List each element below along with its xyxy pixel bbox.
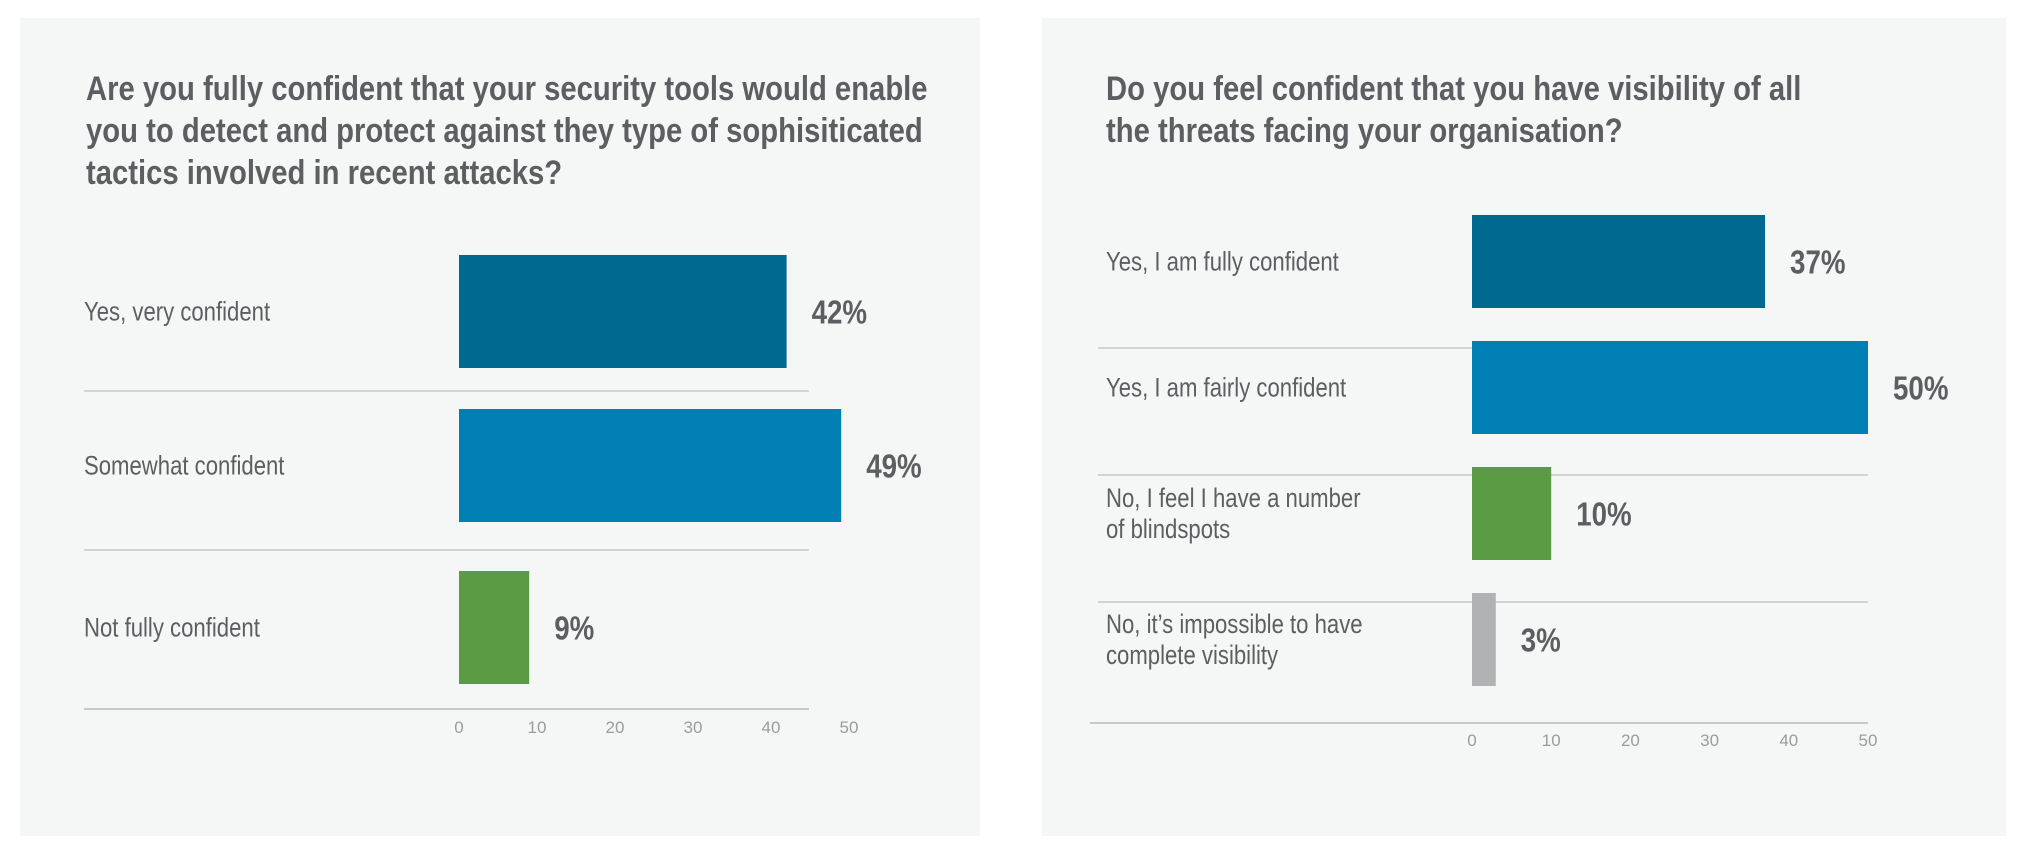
chart-panel-left: Are you fully confident that your securi… [20, 18, 980, 836]
bar-yes-i-am-fully-confident [1472, 215, 1766, 308]
x-tick-label: 0 [1467, 731, 1476, 750]
x-tick-label: 30 [1700, 731, 1719, 750]
category-label: Yes, very confident [84, 298, 270, 328]
bar-somewhat-confident [459, 409, 842, 522]
bar-chart-right: Yes, I am fully confident 37% Yes, I am fa… [1090, 215, 1948, 750]
bar-yes-very-confident [459, 255, 787, 368]
category-label: complete visibility [1106, 641, 1279, 671]
x-tick-label: 10 [1542, 731, 1561, 750]
value-label: 49% [866, 448, 921, 485]
category-label: Yes, I am fully confident [1106, 248, 1339, 278]
category-label: No, it’s impossible to have [1106, 610, 1363, 640]
category-label: Somewhat confident [84, 452, 285, 482]
chart-title-right: Do you feel confident that you have visi… [1106, 70, 1802, 150]
x-tick-label: 20 [1621, 731, 1640, 750]
bar-not-fully-confident [459, 571, 530, 684]
x-tick-label: 40 [762, 718, 781, 737]
bar-no-i-feel-i-have-a-number-of-blindspots [1472, 467, 1552, 560]
bar-yes-i-am-fairly-confident [1472, 341, 1868, 434]
x-tick-label: 10 [528, 718, 547, 737]
value-label: 37% [1790, 244, 1845, 281]
x-tick-label: 50 [1859, 731, 1878, 750]
chart-panel-right: Do you feel confident that you have visi… [1042, 18, 2006, 836]
x-tick-label: 50 [840, 718, 859, 737]
category-label: Not fully confident [84, 614, 260, 644]
category-label: Yes, I am fairly confident [1106, 374, 1346, 404]
value-label: 10% [1576, 496, 1631, 533]
category-label: No, I feel I have a number [1106, 484, 1361, 514]
value-label: 9% [554, 610, 594, 647]
value-label: 42% [812, 294, 867, 331]
value-label: 50% [1893, 370, 1948, 407]
x-tick-label: 30 [684, 718, 703, 737]
chart-title-left: Are you fully confident that your securi… [86, 70, 928, 192]
bar-chart-left: Yes, very confident 42% Somewhat confident… [84, 255, 922, 737]
x-tick-label: 0 [454, 718, 463, 737]
x-tick-label: 40 [1779, 731, 1798, 750]
category-label: of blindspots [1106, 515, 1230, 545]
bar-no-it-s-impossible-to-have-complete-visibility [1472, 593, 1496, 686]
x-tick-label: 20 [606, 718, 625, 737]
value-label: 3% [1521, 622, 1561, 659]
